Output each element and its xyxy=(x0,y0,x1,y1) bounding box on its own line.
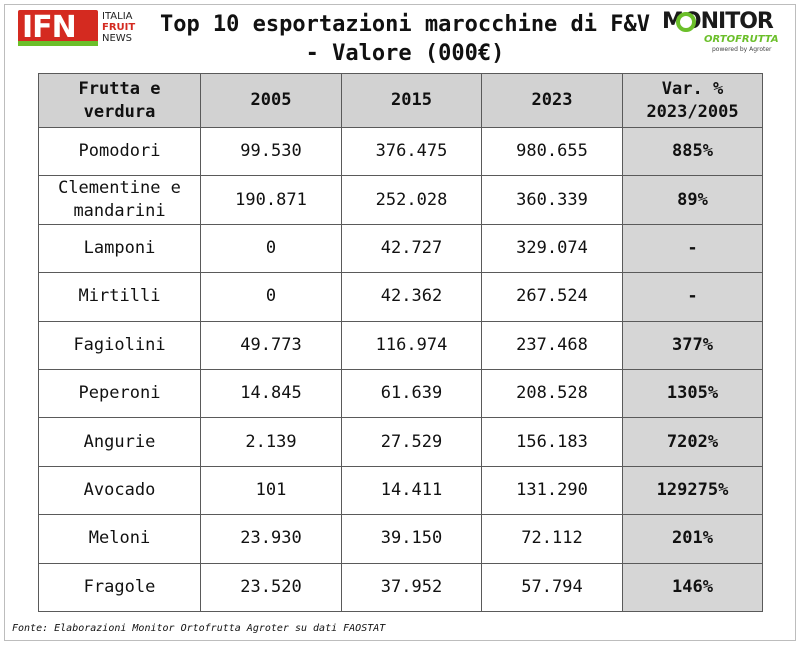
cell-2005: 14.845 xyxy=(200,368,342,419)
monitor-logo-sub: ORTOFRUTTA xyxy=(704,34,779,45)
table-row: Mirtilli 0 42.362 267.524 - xyxy=(38,272,763,322)
cell-2015: 376.475 xyxy=(341,126,482,177)
cell-variation: 7202% xyxy=(622,417,763,467)
ifn-logo-line3: NEWS xyxy=(102,33,133,44)
title-line2: - Valore (000€) xyxy=(305,41,505,66)
col-header-2015: 2015 xyxy=(341,73,482,128)
table-row: Fagiolini 49.773 116.974 237.468 377% xyxy=(38,320,763,370)
cell-product: Pomodori xyxy=(38,126,201,177)
title-line1: Top 10 esportazioni marocchine di F&V xyxy=(159,12,651,37)
cell-variation: 1305% xyxy=(622,368,763,419)
cell-2023: 156.183 xyxy=(481,417,623,467)
cell-variation: - xyxy=(622,223,763,274)
ifn-logo-line2: FRUIT xyxy=(102,22,136,33)
col-header-variation: Var. % 2023/2005 xyxy=(622,73,763,128)
cell-variation: 377% xyxy=(622,320,763,370)
cell-2015: 27.529 xyxy=(341,417,482,467)
cell-2023: 360.339 xyxy=(481,175,623,225)
cell-2023: 329.074 xyxy=(481,223,623,274)
table-row: Pomodori 99.530 376.475 980.655 885% xyxy=(38,126,763,177)
cell-2023: 131.290 xyxy=(481,465,623,516)
cell-2005: 2.139 xyxy=(200,417,342,467)
cell-variation: 129275% xyxy=(622,465,763,516)
ifn-logo-stripe xyxy=(18,41,98,46)
cell-2015: 252.028 xyxy=(341,175,482,225)
cell-2023: 980.655 xyxy=(481,126,623,177)
ifn-logo-line1: ITALIA xyxy=(102,11,133,22)
cell-variation: 89% xyxy=(622,175,763,225)
cell-2015: 61.639 xyxy=(341,368,482,419)
exports-table: Frutta e verdura 2005 2015 2023 Var. % 2… xyxy=(38,73,763,612)
table-row: Fragole 23.520 37.952 57.794 146% xyxy=(38,562,763,612)
table-row: Peperoni 14.845 61.639 208.528 1305% xyxy=(38,368,763,419)
table-row: Lamponi 0 42.727 329.074 - xyxy=(38,223,763,274)
cell-2005: 49.773 xyxy=(200,320,342,370)
cell-product: Avocado xyxy=(38,465,201,516)
cell-2023: 267.524 xyxy=(481,272,623,322)
col-header-2005: 2005 xyxy=(200,73,342,128)
cell-variation: 885% xyxy=(622,126,763,177)
table-header-row: Frutta e verdura 2005 2015 2023 Var. % 2… xyxy=(38,73,763,128)
cell-product: Fagiolini xyxy=(38,320,201,370)
cell-variation: 146% xyxy=(622,562,763,612)
table-row: Avocado 101 14.411 131.290 129275% xyxy=(38,465,763,516)
col-header-2023: 2023 xyxy=(481,73,623,128)
cell-2015: 42.727 xyxy=(341,223,482,274)
cell-2005: 23.930 xyxy=(200,514,342,564)
monitor-logo-powered: powered by Agroter xyxy=(712,46,772,53)
cell-2023: 72.112 xyxy=(481,514,623,564)
magnifier-icon xyxy=(676,12,696,32)
cell-product: Mirtilli xyxy=(38,272,201,322)
cell-2005: 190.871 xyxy=(200,175,342,225)
cell-2015: 39.150 xyxy=(341,514,482,564)
table-row: Angurie 2.139 27.529 156.183 7202% xyxy=(38,417,763,467)
source-note: Fonte: Elaborazioni Monitor Ortofrutta A… xyxy=(12,623,386,634)
cell-product: Meloni xyxy=(38,514,201,564)
table-row: Clementine e mandarini 190.871 252.028 3… xyxy=(38,175,763,225)
col-header-product: Frutta e verdura xyxy=(38,73,201,128)
cell-product: Clementine e mandarini xyxy=(38,175,201,225)
cell-2005: 101 xyxy=(200,465,342,516)
cell-product: Angurie xyxy=(38,417,201,467)
ifn-logo-mark: IFN xyxy=(22,10,77,45)
cell-2005: 0 xyxy=(200,272,342,322)
cell-2023: 237.468 xyxy=(481,320,623,370)
cell-variation: 201% xyxy=(622,514,763,564)
monitor-ortofrutta-logo: MONITOR ORTOFRUTTA powered by Agroter xyxy=(662,10,792,56)
cell-variation: - xyxy=(622,272,763,322)
table-row: Meloni 23.930 39.150 72.112 201% xyxy=(38,514,763,564)
cell-2005: 0 xyxy=(200,223,342,274)
cell-2015: 14.411 xyxy=(341,465,482,516)
ifn-logo-box: IFN xyxy=(18,10,98,46)
cell-2015: 42.362 xyxy=(341,272,482,322)
cell-product: Fragole xyxy=(38,562,201,612)
cell-2015: 116.974 xyxy=(341,320,482,370)
cell-2015: 37.952 xyxy=(341,562,482,612)
ifn-logo: IFN ITALIA FRUIT NEWS xyxy=(18,10,140,46)
cell-2005: 99.530 xyxy=(200,126,342,177)
ifn-logo-wordmark: ITALIA FRUIT NEWS xyxy=(102,11,135,44)
page-frame xyxy=(4,4,796,641)
cell-2023: 208.528 xyxy=(481,368,623,419)
cell-product: Lamponi xyxy=(38,223,201,274)
cell-product: Peperoni xyxy=(38,368,201,419)
cell-2005: 23.520 xyxy=(200,562,342,612)
page-title: Top 10 esportazioni marocchine di F&V - … xyxy=(150,10,660,68)
cell-2023: 57.794 xyxy=(481,562,623,612)
